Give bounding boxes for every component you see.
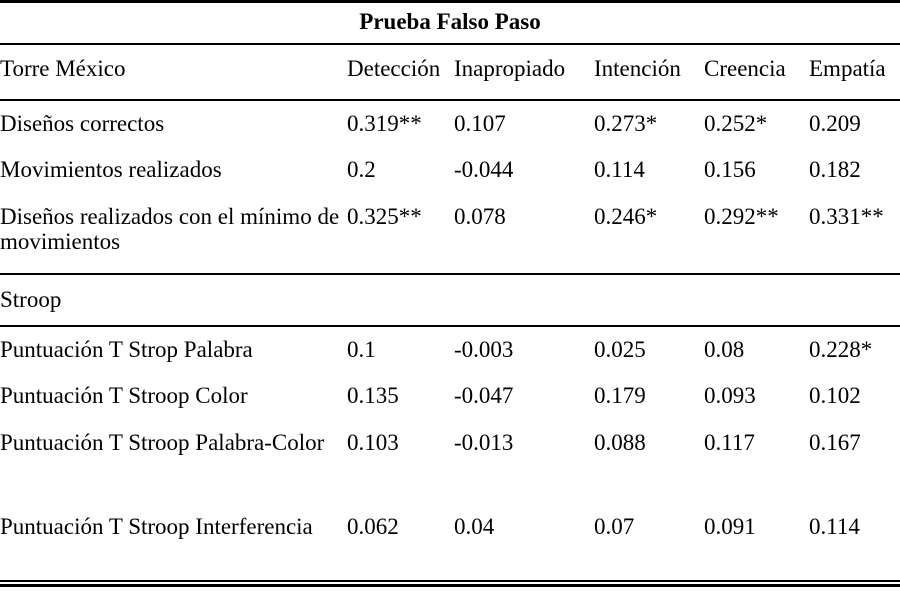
correlation-value: 0.156 [704,156,756,182]
correlation-value: 0.209 [809,110,861,136]
row-label: Diseños correctos [0,110,165,136]
correlation-value: -0.044 [454,156,514,182]
correlation-value: 0.114 [809,513,860,539]
table-title: Prueba Falso Paso [0,0,900,45]
correlation-value: 0.246* [594,193,704,275]
correlation-value: 0.093 [704,382,756,408]
row-label: Diseños realizados con el mínimo de movi… [0,193,347,275]
section-header-row: Stroop [0,273,900,327]
correlation-value: -0.003 [454,336,514,362]
table-row: Puntuación T Stroop Palabra-Color 0.103 … [0,420,900,507]
correlation-value: 0.325** [347,193,454,275]
correlation-value: 0.114 [594,156,645,182]
row-label: Puntuación T Stroop Color [0,382,248,408]
table-row: Diseños correctos 0.319** 0.107 0.273* 0… [0,100,900,147]
correlation-value: 0.228* [809,336,873,362]
correlation-value: 0.167 [809,429,861,455]
correlation-value: 0.292** [704,193,809,275]
column-header-inapropiado: Inapropiado [454,43,594,101]
section-header-torre-mexico: Torre México [0,43,347,101]
correlation-value: 0.252* [704,110,768,136]
correlation-value: 0.2 [347,156,376,182]
column-header-empatia: Empatía [809,43,900,101]
correlation-value: 0.103 [347,429,399,455]
correlation-value: 0.179 [594,382,646,408]
row-label: Puntuación T Strop Palabra [0,336,253,362]
column-header-intencion: Intención [594,43,704,101]
table-row: Movimientos realizados 0.2 -0.044 0.114 … [0,147,900,194]
section-header-stroop: Stroop [0,273,900,327]
correlation-value: 0.091 [704,513,756,539]
correlation-value: 0.04 [454,513,495,539]
table-bottom-rule-thick [0,583,900,587]
correlation-value: 0.088 [594,429,646,455]
table-row: Puntuación T Stroop Color 0.135 -0.047 0… [0,373,900,420]
table-title-row: Prueba Falso Paso [0,0,900,45]
correlation-value: 0.08 [704,336,745,362]
row-label: Puntuación T Stroop Palabra-Color [0,429,325,455]
row-label: Movimientos realizados [0,156,222,182]
correlation-value: 0.331** [809,193,900,275]
table-row: Puntuación T Strop Palabra 0.1 -0.003 0.… [0,326,900,373]
correlation-value: 0.182 [809,156,861,182]
table-row: Puntuación T Stroop Interferencia 0.062 … [0,507,900,580]
correlation-value: 0.025 [594,336,646,362]
correlation-value: 0.062 [347,513,399,539]
column-header-creencia: Creencia [704,43,809,101]
correlation-value: -0.013 [454,429,514,455]
correlation-value: 0.107 [454,110,506,136]
correlation-value: 0.273* [594,110,658,136]
correlation-value: 0.078 [454,193,594,275]
correlation-value: -0.047 [454,382,514,408]
correlation-value: 0.102 [809,382,861,408]
row-label: Puntuación T Stroop Interferencia [0,513,313,539]
column-header-deteccion: Detección [347,43,454,101]
correlation-value: 0.1 [347,336,376,362]
table-header-row: Torre México Detección Inapropiado Inten… [0,43,900,101]
correlation-value: 0.117 [704,429,755,455]
correlation-value: 0.135 [347,382,399,408]
correlation-value: 0.07 [594,513,635,539]
table-bottom-rule-gap [0,581,900,584]
correlation-table: Prueba Falso Paso Torre México Detección… [0,0,900,580]
correlation-value: 0.319** [347,110,422,136]
table-row: Diseños realizados con el mínimo de movi… [0,193,900,275]
table-bottom-rule-thin [0,579,900,582]
